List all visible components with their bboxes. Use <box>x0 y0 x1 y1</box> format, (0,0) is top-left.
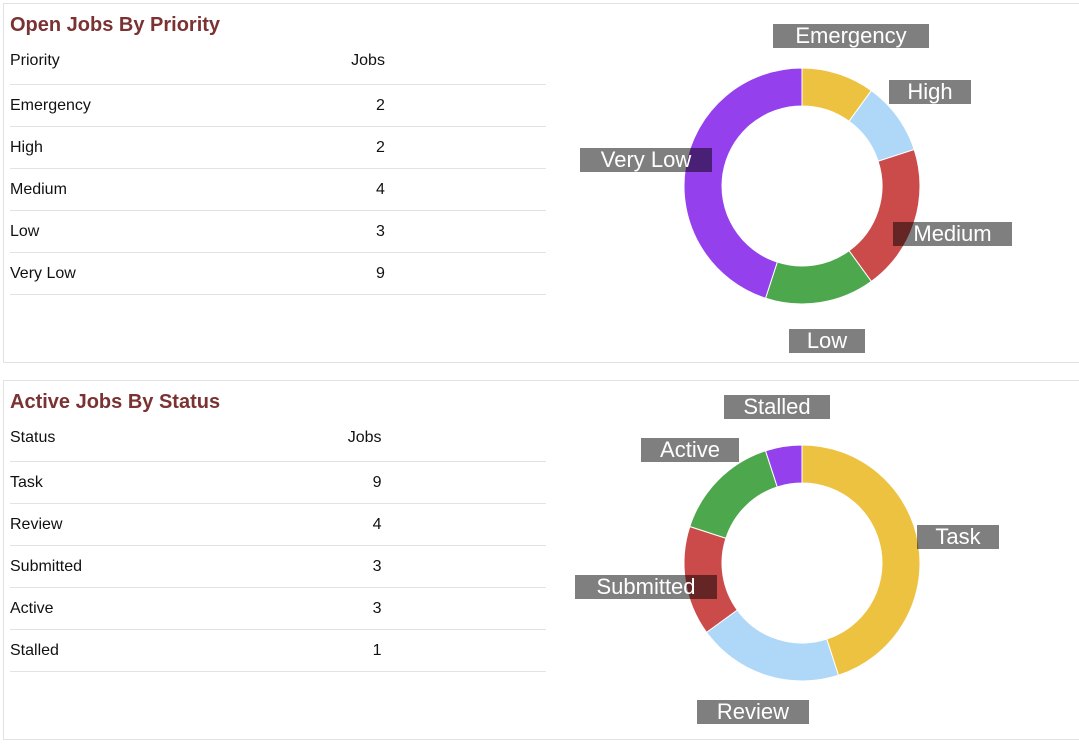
table-row: Review 4 <box>10 503 546 546</box>
row-label: Submitted <box>10 545 83 588</box>
donut-slice-very-low <box>683 67 803 299</box>
status-table: Status Jobs Task 9 Review 4 Submitted 3 Active… <box>10 427 546 672</box>
row-count: 3 <box>90 210 385 253</box>
status-table-panel: Active Jobs By Status Status Jobs Task 9 R… <box>3 380 546 740</box>
column-header: Status <box>10 427 83 462</box>
slice-label: Low <box>789 329 865 353</box>
row-label: Task <box>10 461 83 504</box>
row-count: 3 <box>82 587 382 630</box>
slice-label: Medium <box>893 222 1012 246</box>
row-label: Very Low <box>10 252 91 295</box>
priority-table-panel: Open Jobs By Priority Priority Jobs Emer… <box>3 3 546 363</box>
status-chart-panel: Task Review Submitted Active Stalled <box>545 380 1079 740</box>
slice-label: Emergency <box>773 24 929 48</box>
status-donut-chart <box>683 444 921 682</box>
row-label: Review <box>10 503 83 546</box>
table-row: Medium 4 <box>10 168 546 211</box>
priority-title: Open Jobs By Priority <box>10 14 221 36</box>
row-label: High <box>10 126 91 169</box>
status-title: Active Jobs By Status <box>10 391 221 413</box>
slice-label: Task <box>917 525 999 549</box>
row-label: Medium <box>10 168 91 211</box>
priority-chart-panel: Emergency High Medium Low Very Low <box>545 3 1079 363</box>
donut-slice-stalled <box>764 444 803 488</box>
slice-label: High <box>889 80 971 104</box>
column-header: Priority <box>10 50 91 85</box>
table-row: Stalled 1 <box>10 629 546 672</box>
row-count: 2 <box>90 84 385 127</box>
row-count: 3 <box>82 545 382 588</box>
priority-table: Priority Jobs Emergency 2 High 2 Medium 4 Low 3… <box>10 50 546 295</box>
donut-slice-review <box>705 609 840 682</box>
row-label: Stalled <box>10 629 83 672</box>
table-row: High 2 <box>10 126 546 169</box>
slice-label: Review <box>697 700 809 724</box>
row-label: Low <box>10 210 91 253</box>
column-header: Jobs <box>90 50 385 85</box>
row-label: Active <box>10 587 83 630</box>
row-count: 1 <box>82 629 382 672</box>
slice-label: Submitted <box>575 575 717 599</box>
donut-slice-task <box>801 444 921 676</box>
slice-label: Stalled <box>724 395 830 419</box>
column-header: Jobs <box>82 427 382 462</box>
priority-donut-chart <box>683 67 921 305</box>
donut-slice-medium <box>848 148 921 283</box>
table-row: Low 3 <box>10 210 546 253</box>
table-row: Very Low 9 <box>10 252 546 295</box>
row-count: 2 <box>90 126 385 169</box>
slice-label: Very Low <box>580 148 712 172</box>
donut-slice-active <box>689 450 778 539</box>
table-header-row: Priority Jobs <box>10 50 546 85</box>
row-count: 9 <box>82 461 382 504</box>
row-count: 9 <box>90 252 385 295</box>
row-count: 4 <box>90 168 385 211</box>
table-row: Submitted 3 <box>10 545 546 588</box>
row-label: Emergency <box>10 84 91 127</box>
table-row: Task 9 <box>10 461 546 504</box>
table-row: Emergency 2 <box>10 84 546 127</box>
slice-label: Active <box>641 438 739 462</box>
table-header-row: Status Jobs <box>10 427 546 462</box>
table-row: Active 3 <box>10 587 546 630</box>
row-count: 4 <box>82 503 382 546</box>
